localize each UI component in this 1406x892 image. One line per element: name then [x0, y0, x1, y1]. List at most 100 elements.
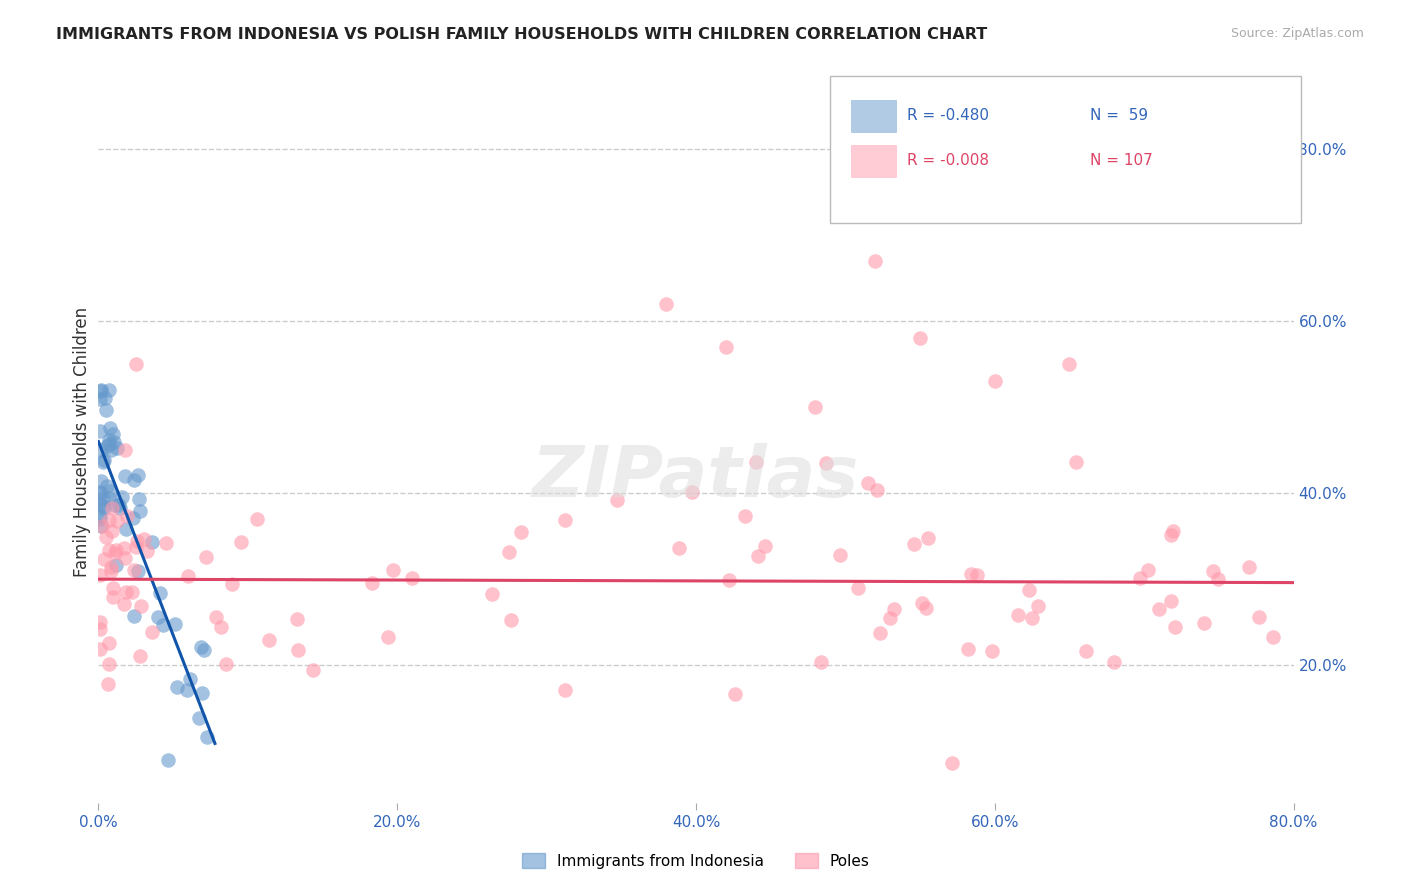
Point	[960, 567, 983, 582]
Point	[132, 533, 155, 547]
Point	[191, 686, 214, 700]
Point	[1160, 527, 1182, 541]
Point	[285, 612, 308, 626]
Legend: Immigrants from Indonesia, Poles: Immigrants from Indonesia, Poles	[516, 847, 876, 875]
Point	[104, 546, 127, 560]
Point	[89, 486, 111, 500]
Point	[129, 649, 152, 664]
Point	[1007, 608, 1029, 623]
Point	[754, 539, 776, 553]
Point	[111, 490, 134, 504]
Point	[1263, 631, 1285, 645]
Point	[879, 611, 901, 625]
Point	[215, 657, 238, 672]
Point	[121, 585, 143, 599]
Point	[166, 680, 188, 694]
Point	[1136, 563, 1159, 577]
Point	[377, 630, 399, 644]
Point	[1018, 583, 1040, 598]
Point	[724, 687, 747, 701]
Point	[179, 672, 201, 686]
Point	[91, 491, 114, 506]
Point	[554, 513, 576, 527]
Point	[97, 636, 120, 650]
Point	[136, 543, 159, 558]
Point	[984, 374, 1007, 388]
Point	[734, 508, 756, 523]
Point	[915, 601, 938, 615]
Point	[112, 597, 135, 611]
Point	[361, 576, 384, 591]
Point	[846, 581, 869, 595]
Point	[96, 479, 118, 493]
Text: IMMIGRANTS FROM INDONESIA VS POLISH FAMILY HOUSEHOLDS WITH CHILDREN CORRELATION : IMMIGRANTS FROM INDONESIA VS POLISH FAMI…	[56, 27, 987, 42]
Point	[1104, 655, 1126, 669]
Point	[129, 599, 152, 614]
Point	[114, 469, 136, 483]
Point	[717, 574, 740, 588]
Point	[141, 624, 163, 639]
Point	[195, 730, 218, 744]
Point	[98, 491, 121, 505]
Point	[606, 493, 628, 508]
Point	[97, 513, 120, 527]
Text: ZIPatlas: ZIPatlas	[533, 443, 859, 512]
Point	[401, 570, 423, 584]
Point	[129, 504, 152, 518]
Point	[747, 549, 769, 564]
Point	[101, 501, 124, 516]
Point	[90, 474, 112, 488]
Point	[107, 498, 129, 512]
Point	[194, 549, 217, 564]
Point	[103, 435, 125, 450]
Point	[146, 610, 169, 624]
Point	[98, 657, 121, 671]
Point	[152, 618, 174, 632]
Point	[125, 357, 148, 371]
Point	[165, 617, 187, 632]
Point	[114, 442, 136, 457]
Point	[1160, 594, 1182, 608]
Point	[98, 383, 121, 397]
Point	[89, 622, 111, 636]
Point	[188, 711, 211, 725]
Point	[105, 441, 128, 455]
Point	[104, 498, 127, 512]
Point	[101, 590, 124, 604]
Point	[89, 497, 111, 511]
Point	[91, 455, 114, 469]
Point	[655, 297, 678, 311]
Point	[115, 508, 138, 523]
Point	[108, 500, 131, 515]
Point	[287, 643, 309, 657]
Point	[869, 626, 891, 640]
Point	[91, 499, 114, 513]
Point	[90, 384, 112, 398]
Point	[205, 609, 228, 624]
Point	[941, 756, 963, 770]
Point	[257, 632, 280, 647]
Point	[302, 663, 325, 677]
Point	[125, 541, 148, 555]
Point	[105, 515, 128, 529]
Point	[122, 563, 145, 577]
Point	[883, 601, 905, 615]
Point	[100, 564, 122, 578]
Text: Source: ZipAtlas.com: Source: ZipAtlas.com	[1230, 27, 1364, 40]
Point	[815, 456, 838, 470]
Point	[509, 524, 531, 539]
Point	[804, 400, 827, 414]
Point	[1149, 601, 1171, 615]
Point	[1249, 610, 1271, 624]
Point	[917, 531, 939, 545]
Point	[89, 424, 111, 438]
Point	[127, 467, 149, 482]
Point	[1129, 571, 1152, 585]
Point	[127, 533, 149, 548]
Point	[1192, 616, 1215, 631]
Point	[94, 403, 117, 417]
Point	[966, 568, 988, 582]
Point	[114, 584, 136, 599]
Text: R = -0.480: R = -0.480	[907, 109, 988, 123]
Point	[89, 392, 111, 407]
